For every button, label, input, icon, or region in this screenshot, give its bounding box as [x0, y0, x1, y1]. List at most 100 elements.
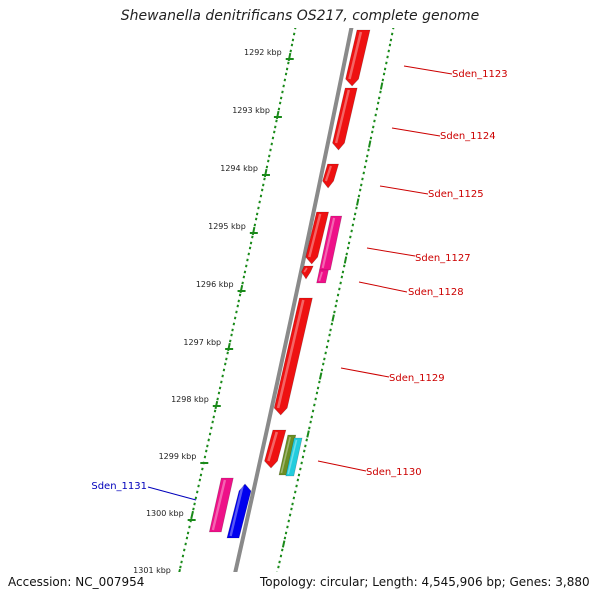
gene-label[interactable]: Sden_1130 — [366, 467, 422, 478]
scale-dot — [339, 281, 342, 285]
scale-dot — [188, 525, 191, 529]
scale-dot — [225, 357, 228, 361]
scale-dot — [340, 275, 344, 279]
gene-arrow — [319, 215, 343, 271]
scale-dot — [291, 38, 295, 42]
scale-dot — [331, 314, 335, 322]
scale-dot — [247, 252, 250, 256]
scale-dot — [248, 246, 252, 250]
scale-dot — [345, 252, 348, 256]
scale-dot — [216, 397, 219, 401]
scale-dot — [180, 560, 183, 564]
scale-dot — [276, 571, 279, 572]
gene-arrow — [332, 87, 358, 151]
scale-dot — [368, 140, 372, 148]
scale-dot — [217, 391, 221, 395]
gene-highlight — [211, 479, 227, 531]
scale-tick-label: 1298 kbp — [171, 395, 209, 404]
topology-text: Topology: circular; Length: 4,545,906 bp… — [260, 575, 590, 589]
scale-dot — [211, 420, 214, 424]
scale-dot — [366, 154, 369, 158]
scale-dot — [190, 510, 194, 520]
gene-label[interactable]: Sden_1123 — [452, 69, 508, 80]
scale-dot — [305, 438, 308, 442]
scale-dot — [192, 507, 195, 511]
scale-dot — [327, 339, 330, 343]
scale-dot — [251, 235, 254, 239]
scale-dot — [379, 90, 382, 94]
scale-dot — [288, 513, 292, 517]
gene-highlight — [276, 299, 305, 409]
scale-dot — [352, 217, 356, 221]
scale-dot — [334, 304, 337, 308]
label-leader-lines — [147, 65, 453, 501]
scale-dot — [184, 542, 187, 546]
scale-dot — [314, 397, 317, 401]
scale-dot — [258, 200, 261, 204]
scale-dot — [381, 78, 385, 82]
scale-dot — [361, 177, 364, 181]
gene-label[interactable]: Sden_1127 — [415, 253, 471, 264]
gene-arrow — [345, 29, 371, 87]
scale-dot — [233, 316, 237, 320]
scale-dot — [275, 119, 278, 123]
label-leader-line — [147, 486, 197, 501]
scale-dot — [333, 310, 336, 314]
scale-dot — [268, 154, 271, 158]
scale-dot — [197, 484, 200, 488]
gene-label[interactable]: Sden_1124 — [440, 131, 496, 142]
scale-dot — [300, 461, 303, 465]
scale-dot — [320, 368, 324, 372]
gene-arrow — [257, 590, 268, 600]
label-leader-line — [366, 247, 416, 257]
scale-dot — [315, 391, 319, 395]
gene-highlight — [318, 271, 323, 282]
scale-dot — [294, 490, 297, 494]
gene-highlight — [287, 439, 298, 475]
scale-dot — [210, 426, 213, 430]
scale-dot — [349, 235, 352, 239]
scale-dot — [286, 525, 289, 529]
gene-highlight — [348, 31, 363, 80]
scale-dot — [291, 502, 294, 506]
gene-arrow — [264, 429, 287, 469]
scale-dot — [355, 206, 358, 210]
scale-dot — [324, 351, 327, 355]
scale-dot — [290, 507, 293, 511]
scale-dot — [289, 49, 292, 53]
gene-label[interactable]: Sden_1125 — [428, 189, 484, 200]
scale-dot — [379, 82, 384, 90]
gene-highlight — [240, 586, 246, 600]
scale-tick-label: 1301 kbp — [133, 566, 171, 575]
scale-dot — [281, 90, 284, 94]
scale-tick-label: 1296 kbp — [196, 280, 234, 289]
scale-tick-label: 1293 kbp — [232, 106, 270, 115]
scale-dot — [196, 490, 199, 494]
scale-dot — [218, 386, 222, 390]
accession-text: Accession: NC_007954 — [8, 575, 145, 589]
scale-dot — [246, 258, 249, 262]
scale-dot — [265, 165, 269, 169]
gene-label[interactable]: Sden_1128 — [408, 287, 464, 298]
scale-dot — [295, 484, 298, 488]
gene-label[interactable]: Sden_1131 — [91, 481, 147, 492]
scale-tick-label: 1300 kbp — [146, 509, 184, 518]
gene-highlight — [334, 89, 350, 144]
gene-label[interactable]: Sden_1129 — [389, 373, 445, 384]
scale-dot — [377, 96, 381, 100]
scale-dot — [329, 328, 332, 332]
gene-highlight — [280, 436, 291, 474]
gene-highlight — [308, 213, 322, 258]
scale-marks — [178, 28, 395, 572]
scale-dot — [360, 183, 363, 187]
scale-dot — [201, 467, 204, 471]
scale-dot — [313, 403, 316, 407]
scale-dot — [245, 264, 248, 268]
scale-dot — [343, 264, 346, 268]
scale-dot — [323, 357, 326, 361]
scale-dot — [303, 449, 306, 453]
scale-dot — [389, 38, 393, 42]
genome-backbone-line — [233, 28, 354, 572]
gene-highlight — [324, 165, 332, 182]
scale-dot — [257, 206, 260, 210]
